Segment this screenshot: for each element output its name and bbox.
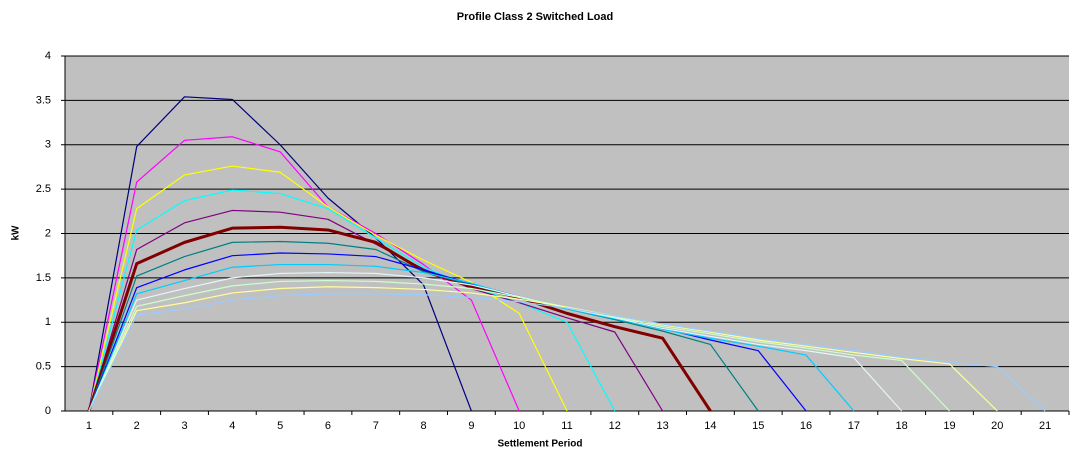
x-tick-label: 12 xyxy=(609,420,621,432)
x-tick-label: 9 xyxy=(468,420,474,432)
y-tick-label: 3 xyxy=(45,139,51,151)
x-tick-label: 11 xyxy=(561,420,572,432)
x-tick-label: 16 xyxy=(800,420,812,432)
y-tick-label: 4 xyxy=(45,50,51,62)
x-tick-label: 13 xyxy=(656,420,668,432)
y-tick-label: 2.5 xyxy=(36,183,51,195)
x-tick-label: 19 xyxy=(943,420,955,432)
x-tick-label: 15 xyxy=(752,420,764,432)
series-line xyxy=(88,279,950,412)
series-line xyxy=(88,189,616,412)
x-tick-label: 5 xyxy=(277,420,283,432)
x-tick-label: 3 xyxy=(181,420,187,432)
x-tick-label: 20 xyxy=(991,420,1003,432)
x-tick-label: 18 xyxy=(896,420,908,432)
y-axis-title: kW xyxy=(11,225,22,241)
x-tick-label: 8 xyxy=(421,420,427,432)
series-line xyxy=(88,293,1046,412)
series-line xyxy=(87,225,712,412)
series-line xyxy=(88,263,855,412)
series-line xyxy=(88,209,664,412)
y-tick-label: 1.5 xyxy=(36,272,51,284)
y-tick-label: 1 xyxy=(45,316,51,328)
series-line xyxy=(88,96,472,412)
chart-title: Profile Class 2 Switched Load xyxy=(457,11,614,23)
y-tick-label: 0.5 xyxy=(36,361,51,373)
x-tick-label: 10 xyxy=(513,420,525,432)
x-axis-title: Settlement Period xyxy=(497,439,582,450)
x-tick-label: 2 xyxy=(134,420,140,432)
series-line xyxy=(88,136,520,412)
x-tick-label: 14 xyxy=(704,420,716,432)
series-line xyxy=(88,286,998,412)
x-tick-label: 21 xyxy=(1039,420,1051,432)
x-tick-label: 7 xyxy=(373,420,379,432)
y-tick-label: 2 xyxy=(45,227,51,239)
y-tick-label: 0 xyxy=(45,405,51,417)
x-tick-label: 6 xyxy=(325,420,331,432)
x-tick-label: 4 xyxy=(229,420,235,432)
y-tick-label: 3.5 xyxy=(36,94,51,106)
series-line xyxy=(88,271,903,412)
x-tick-label: 1 xyxy=(86,420,92,432)
x-tick-label: 17 xyxy=(848,420,860,432)
series-line xyxy=(88,240,759,412)
